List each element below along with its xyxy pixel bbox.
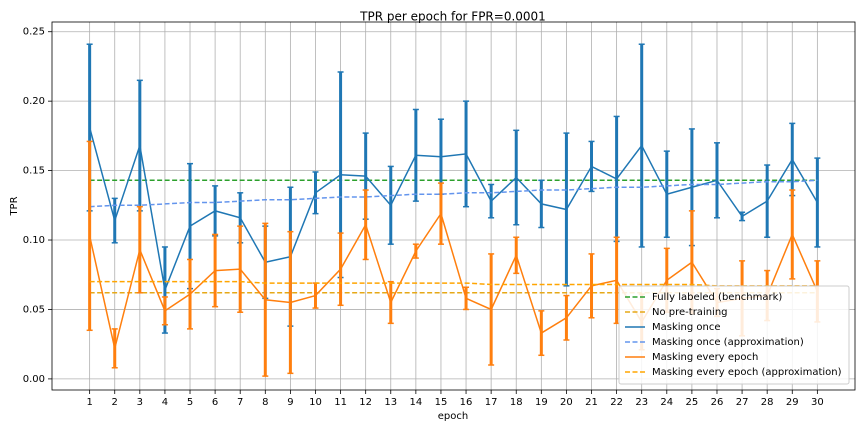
y-tick-label: 0.25 xyxy=(23,27,45,38)
x-tick-label: 19 xyxy=(535,397,548,408)
x-tick-label: 24 xyxy=(660,397,673,408)
x-tick-label: 23 xyxy=(635,397,648,408)
x-tick-label: 16 xyxy=(460,397,473,408)
x-tick-label: 1 xyxy=(86,397,92,408)
y-tick-label: 0.20 xyxy=(23,96,45,107)
x-tick-label: 14 xyxy=(409,397,422,408)
legend-label: Masking once (approximation) xyxy=(652,337,804,348)
x-tick-label: 8 xyxy=(262,397,268,408)
series-line xyxy=(88,127,819,293)
x-tick-label: 6 xyxy=(212,397,218,408)
series-line xyxy=(88,211,819,349)
legend-label: No pre-training xyxy=(652,307,728,318)
x-tick-label: 25 xyxy=(686,397,699,408)
x-tick-label: 29 xyxy=(786,397,799,408)
chart-title: TPR per epoch for FPR=0.0001 xyxy=(359,10,546,24)
x-tick-label: 27 xyxy=(736,397,749,408)
legend: Fully labeled (benchmark) No pre-training… xyxy=(618,285,850,385)
x-tick-label: 13 xyxy=(384,397,397,408)
x-tick-label: 12 xyxy=(359,397,372,408)
legend-label: Masking every epoch xyxy=(652,352,758,363)
y-tick-label: 0.15 xyxy=(23,166,45,177)
series-line xyxy=(89,179,818,208)
x-tick-label: 26 xyxy=(711,397,724,408)
legend-box xyxy=(618,285,850,385)
y-tick-label: 0.00 xyxy=(23,374,45,385)
legend-label: Masking every epoch (approximation) xyxy=(652,367,842,378)
x-tick-label: 22 xyxy=(610,397,623,408)
legend-label: Masking once xyxy=(652,322,721,333)
x-tick-label: 10 xyxy=(309,397,322,408)
x-tick-label: 3 xyxy=(137,397,143,408)
y-tick-label: 0.05 xyxy=(23,304,45,315)
x-tick-label: 5 xyxy=(187,397,193,408)
x-tick-label: 15 xyxy=(435,397,448,408)
x-tick-label: 18 xyxy=(510,397,523,408)
y-tick-label: 0.10 xyxy=(23,235,45,246)
series-line xyxy=(89,280,818,287)
y-axis-label: TPR xyxy=(9,196,20,216)
x-tick-label: 30 xyxy=(811,397,824,408)
x-tick-label: 9 xyxy=(287,397,293,408)
x-tick-label: 21 xyxy=(585,397,598,408)
x-tick-label: 28 xyxy=(761,397,774,408)
x-tick-label: 2 xyxy=(112,397,118,408)
legend-label: Fully labeled (benchmark) xyxy=(652,292,782,303)
x-tick-label: 17 xyxy=(485,397,498,408)
plot-frame xyxy=(51,21,856,391)
x-tick-label: 11 xyxy=(334,397,347,408)
x-tick-label: 7 xyxy=(237,397,243,408)
x-tick-label: 4 xyxy=(162,397,168,408)
x-tick-label: 20 xyxy=(560,397,573,408)
x-axis-label: epoch xyxy=(438,411,468,422)
